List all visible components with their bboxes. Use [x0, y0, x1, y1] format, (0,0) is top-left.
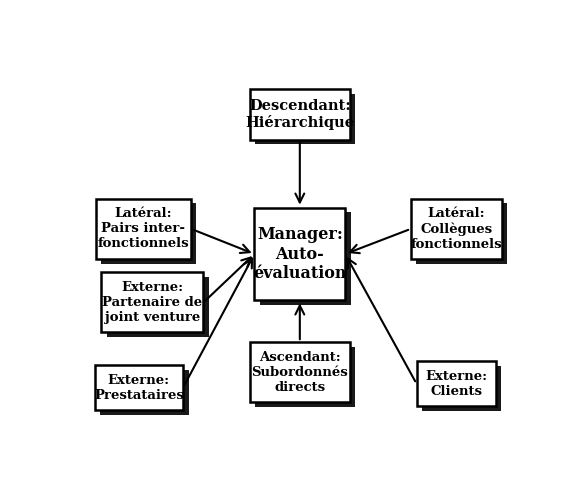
Text: Descendant:
Hiérarchique: Descendant: Hiérarchique: [245, 99, 355, 130]
Bar: [417, 204, 507, 264]
Bar: [101, 204, 197, 264]
Bar: [107, 277, 209, 337]
Text: Ascendant:
Subordonnés
directs: Ascendant: Subordonnés directs: [252, 351, 348, 394]
Text: Latéral:
Pairs inter-
fonctionnels: Latéral: Pairs inter- fonctionnels: [98, 207, 189, 250]
Bar: [422, 366, 501, 410]
Bar: [256, 94, 355, 144]
Bar: [254, 208, 345, 300]
Bar: [101, 273, 204, 332]
Bar: [411, 199, 501, 259]
Text: Externe:
Partenaire de
joint venture: Externe: Partenaire de joint venture: [102, 281, 202, 324]
Bar: [95, 365, 183, 410]
Bar: [96, 199, 191, 259]
Bar: [256, 347, 355, 407]
Text: Externe:
Prestataires: Externe: Prestataires: [94, 374, 184, 401]
Text: Manager:
Auto-
évaluation: Manager: Auto- évaluation: [253, 226, 346, 282]
Bar: [260, 212, 350, 305]
Bar: [100, 370, 188, 414]
Bar: [250, 90, 350, 140]
Text: Latéral:
Collègues
fonctionnels: Latéral: Collègues fonctionnels: [411, 207, 502, 250]
Bar: [250, 342, 350, 402]
Bar: [417, 362, 496, 406]
Text: Externe:
Clients: Externe: Clients: [425, 370, 487, 398]
